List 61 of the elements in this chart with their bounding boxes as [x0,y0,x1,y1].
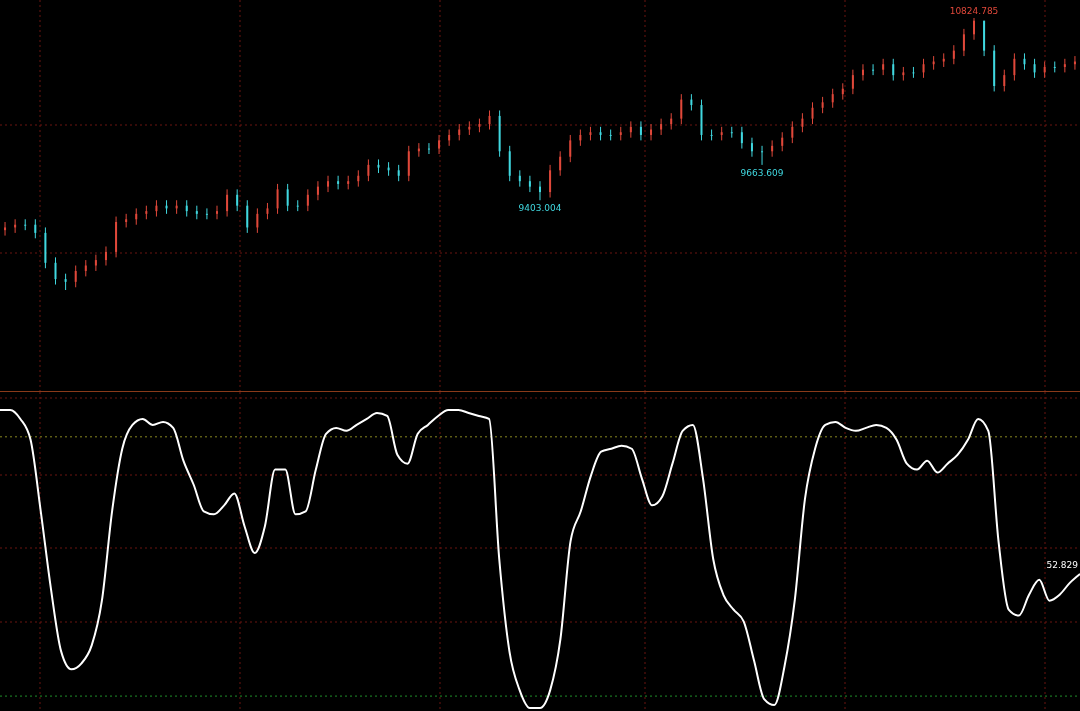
candlestick [569,134,572,163]
candlestick [660,118,663,136]
candlestick [296,199,299,212]
candlestick [791,120,794,144]
candlestick [438,134,441,155]
text: 9403.004 [518,203,562,214]
candlestick [1033,58,1036,79]
candlestick [226,188,229,218]
candlestick [528,175,531,193]
candlestick [74,265,77,288]
candlestick [448,129,451,147]
candlestick [205,207,208,220]
candlestick [367,158,370,182]
candlestick [427,142,430,155]
text: 9663.609 [740,167,784,178]
candlestick [912,66,915,79]
candlestick [650,123,653,141]
candlestick [680,93,683,125]
candlestick [922,58,925,79]
candlestick [256,207,259,234]
candlestick [4,221,7,237]
candlestick [538,180,541,201]
candlestick [730,126,733,139]
candlestick [892,58,895,82]
candlestick [1063,58,1066,73]
candlestick [549,164,552,199]
candlestick [488,109,491,131]
candlestick [276,183,279,215]
candlestick [104,245,107,267]
candlestick [216,205,218,220]
candlestick [973,17,976,41]
candlestick [761,145,764,166]
candlestick [872,63,875,76]
candlestick [740,126,743,150]
candlestick [639,120,642,141]
candlestick [246,199,249,234]
candlestick [831,88,834,109]
candlestick [24,218,27,231]
candlestick [861,63,864,82]
candlestick [771,139,774,158]
candlestick [337,175,340,190]
annotation: 52.829 [1046,559,1079,570]
candlestick [1003,69,1006,92]
candlestick [316,180,319,201]
candlestick [962,28,965,57]
candlestick [54,256,57,286]
candlestick [286,183,289,212]
candlestick [750,137,753,158]
candlestick [306,188,309,212]
candlestick [236,188,239,212]
candlestick [34,218,37,239]
candlestick [952,44,955,65]
candlestick [94,254,97,272]
text: 10824.785 [949,6,999,16]
candlestick [811,101,814,125]
candlestick [559,150,562,177]
candlestick [327,175,330,193]
candlestick [801,112,804,133]
candlestick [1013,52,1016,82]
candlestick [851,69,854,95]
candlestick [781,131,784,152]
